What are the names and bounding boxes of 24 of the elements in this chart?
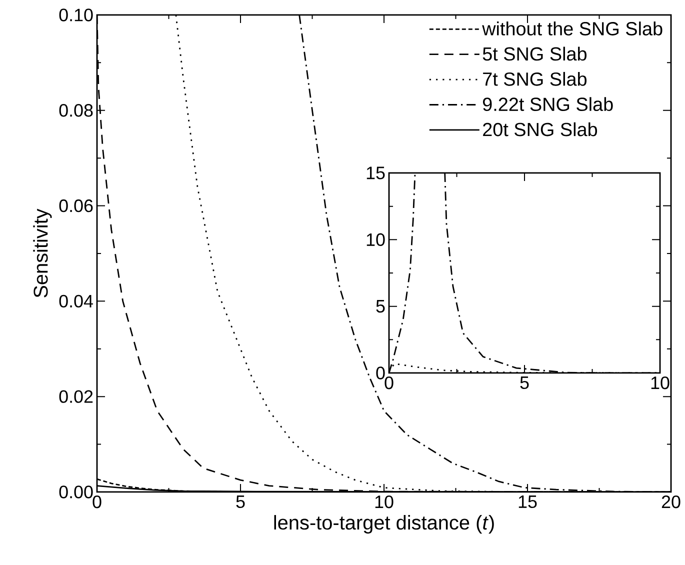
legend-label: 5t SNG Slab <box>482 46 587 61</box>
x-tick-label: 20 <box>662 495 680 508</box>
x-tick-label: 10 <box>651 376 670 390</box>
legend-label: 20t SNG Slab <box>483 122 598 136</box>
y-tick-label: 0.08 <box>59 104 93 117</box>
x-tick-label: 0 <box>92 495 102 508</box>
legend-label: without the SNG Slab <box>482 22 662 36</box>
y-tick-label: 0.02 <box>59 390 93 403</box>
y-tick-label: 10 <box>366 233 385 246</box>
y-tick-label: 15 <box>366 166 385 180</box>
legend-label: 9.22t SNG Slab <box>482 97 613 112</box>
legend-label: 7t SNG Slab <box>483 72 587 86</box>
x-tick-label: 5 <box>236 496 245 508</box>
y-tick-label: 5 <box>376 300 385 313</box>
y-tick-label: 0.06 <box>59 199 93 212</box>
y-axis-title: Sensitivity <box>33 208 52 298</box>
x-tick-label: 0 <box>384 376 394 390</box>
y-tick-label: 0.04 <box>59 294 93 308</box>
x-tick-label: 5 <box>520 376 529 390</box>
x-axis-title: lens-to-target distance (t) <box>274 515 494 534</box>
y-tick-label: 0 <box>376 366 385 380</box>
x-tick-label: 15 <box>518 496 537 508</box>
y-tick-label: 0.10 <box>59 8 93 22</box>
y-tick-label: 0.00 <box>59 486 93 498</box>
